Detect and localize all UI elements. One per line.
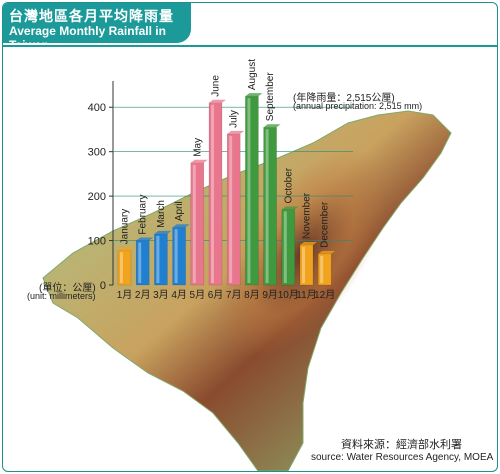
- bar-march: [154, 233, 168, 286]
- bar-cap: [190, 159, 208, 163]
- month-name-label: September: [265, 72, 276, 122]
- month-name-label: April: [174, 201, 185, 221]
- month-name-label: May: [192, 138, 203, 157]
- bar-september: [263, 126, 277, 286]
- bar-highlight: [120, 252, 123, 283]
- bar-cap: [318, 250, 336, 254]
- bar-cap: [136, 237, 154, 241]
- month-name-label: January: [120, 209, 131, 245]
- bar-highlight: [320, 255, 324, 283]
- bar-november: [299, 244, 314, 286]
- bar-june: [208, 102, 223, 286]
- bar-july: [226, 133, 241, 286]
- y-tick-label: 0: [100, 280, 106, 292]
- bar-cap: [172, 224, 190, 228]
- title-underline: [3, 45, 497, 47]
- bar-cap: [245, 93, 263, 97]
- annual-precipitation-zh: (年降雨量：2,515公厘): [293, 93, 395, 104]
- bar-highlight: [138, 242, 142, 283]
- bar-highlight: [156, 235, 160, 283]
- bar-highlight: [265, 129, 269, 283]
- month-name-label: July: [229, 110, 240, 128]
- bar-cap: [227, 130, 245, 134]
- bar-august: [245, 95, 259, 286]
- y-tick-label: 200: [88, 191, 106, 203]
- x-tick-label: 8月: [244, 289, 260, 301]
- source-zh: 資料來源：經濟部水利署: [341, 439, 462, 451]
- bar-cap: [300, 242, 317, 245]
- bar-highlight: [229, 135, 233, 283]
- bar-december: [317, 253, 332, 286]
- x-tick-label: 2月: [135, 289, 151, 301]
- y-tick-label: 100: [88, 236, 106, 248]
- bar-cap: [281, 206, 299, 210]
- title-chinese: 台灣地區各月平均降雨量: [9, 8, 174, 24]
- x-tick-label: 12月: [314, 289, 335, 301]
- bar-may: [190, 162, 205, 286]
- bar-october: [281, 209, 296, 286]
- bar-highlight: [192, 164, 196, 283]
- month-name-label: March: [156, 200, 167, 228]
- bar-january: [117, 250, 132, 286]
- x-tick-label: 4月: [171, 289, 187, 301]
- bar-cap: [154, 230, 172, 234]
- x-tick-label: 1月: [117, 289, 133, 301]
- bar-cap: [209, 99, 226, 103]
- month-name-label: December: [320, 201, 331, 248]
- bar-highlight: [174, 229, 178, 283]
- x-tick-label: 9月: [262, 289, 278, 301]
- source-en: source: Water Resources Agency, MOEA: [311, 452, 494, 463]
- title-bar: 台灣地區各月平均降雨量 Average Monthly Rainfall in …: [3, 3, 191, 52]
- y-tick-label: 300: [88, 147, 106, 159]
- month-name-label: October: [283, 167, 294, 203]
- bar-highlight: [283, 211, 287, 283]
- annual-precipitation-en: (annual precipitation: 2,515 mm): [293, 101, 423, 111]
- unit-label-en: (unit: millimeters): [27, 291, 96, 301]
- month-name-label: February: [138, 195, 149, 235]
- x-tick-label: 11月: [296, 289, 316, 301]
- x-tick-label: 7月: [226, 289, 242, 301]
- y-tick-label: 400: [88, 102, 106, 114]
- x-tick-label: 3月: [153, 289, 169, 301]
- bar-april: [172, 226, 186, 286]
- x-tick-label: 5月: [190, 289, 206, 301]
- bar-highlight: [302, 247, 305, 283]
- month-name-label: November: [302, 192, 313, 239]
- bar-cap: [263, 124, 281, 128]
- month-name-label: June: [211, 75, 222, 97]
- bar-highlight: [247, 98, 251, 283]
- x-tick-label: 10月: [278, 289, 299, 301]
- rainfall-chart: 0 100 200 300 400 January 1月 February 2月 March 3月 A…: [42, 59, 452, 471]
- bar-cap: [118, 247, 135, 251]
- bar-highlight: [211, 104, 214, 284]
- month-name-label: August: [247, 59, 258, 90]
- unit-label-zh: (單位：公厘): [39, 283, 96, 294]
- bar-february: [135, 240, 150, 286]
- x-tick-label: 6月: [208, 289, 224, 301]
